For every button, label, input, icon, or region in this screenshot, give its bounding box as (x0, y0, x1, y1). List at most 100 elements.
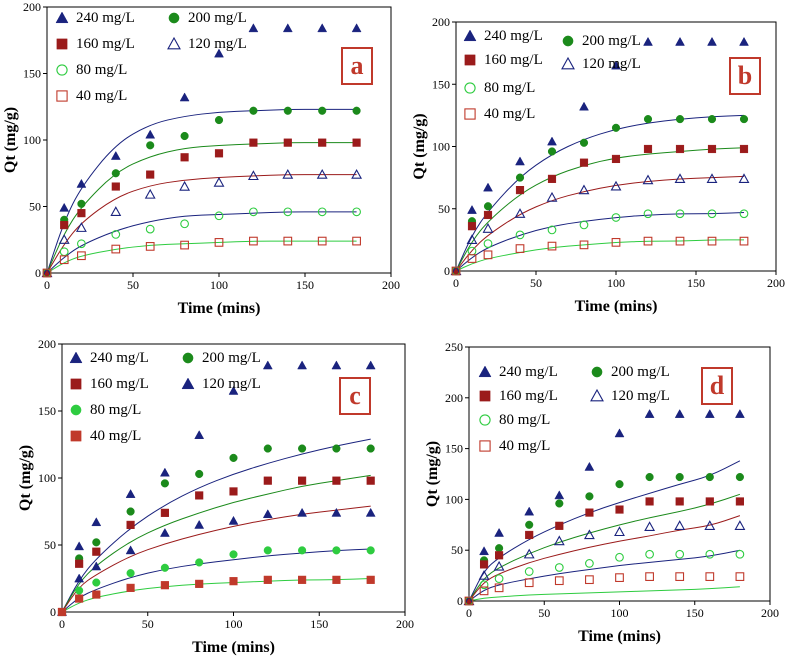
legend-marker (55, 11, 69, 24)
data-point (282, 23, 293, 33)
data-point (160, 581, 169, 590)
data-point (366, 575, 375, 584)
data-point (735, 497, 744, 506)
legend-marker (464, 82, 476, 94)
data-point (585, 492, 594, 501)
fit-curve-80-mg-L (61, 578, 371, 613)
data-point (610, 180, 622, 191)
data-point (479, 586, 489, 596)
series-40-mg-L (57, 575, 375, 617)
legend-marker (182, 352, 194, 364)
fit-curve-200-mg-L (61, 474, 371, 613)
data-point (365, 507, 376, 517)
data-point (483, 250, 493, 260)
fit-curve-240-mg-L (468, 460, 741, 602)
data-point (351, 168, 363, 179)
data-point (585, 575, 594, 585)
data-point (674, 173, 686, 184)
data-point (194, 519, 205, 529)
series-160-mg-L (464, 497, 744, 606)
legend-marker (56, 38, 68, 50)
data-point (74, 573, 85, 583)
data-point (467, 222, 477, 231)
panel-d: 0 50 100 150 200 0 50 100 150 200 250 Time (mins) Qt… (424, 340, 779, 645)
legend-label: 40 mg/L (76, 88, 127, 104)
data-point (91, 517, 102, 527)
panel-a: 0 50 100 150 200 0 50 100 150 200 Time (mins) Qt (m… (2, 0, 400, 317)
data-point (77, 251, 86, 261)
data-point (126, 569, 135, 578)
data-point (331, 507, 342, 517)
data-point (159, 527, 170, 537)
data-point (583, 529, 595, 540)
legend: 240 mg/L 200 mg/L 160 mg/L 120 mg/L 80 mg/L 4… (69, 350, 261, 444)
data-point (735, 549, 745, 559)
data-point (249, 207, 258, 217)
y-tick-label: 200 (38, 337, 56, 351)
data-point (366, 546, 375, 555)
data-point (125, 489, 136, 498)
data-point (297, 360, 308, 370)
data-point (214, 238, 224, 247)
data-point (614, 428, 625, 438)
data-point (247, 170, 259, 181)
series-120-mg-L (41, 168, 363, 278)
data-point (493, 560, 505, 571)
data-point (111, 244, 121, 254)
panel-tag-label: b (738, 61, 752, 90)
data-point (615, 573, 624, 583)
data-point (734, 520, 746, 530)
x-tick-label: 150 (296, 278, 314, 292)
data-point (332, 546, 341, 555)
data-point (283, 236, 293, 246)
data-point (704, 520, 716, 530)
data-point (110, 150, 121, 160)
data-point (467, 204, 477, 214)
y-tick-label: 150 (432, 77, 450, 91)
data-point (579, 138, 589, 147)
data-point (514, 208, 526, 218)
data-point (494, 583, 504, 593)
data-point (515, 186, 525, 195)
data-point (58, 234, 70, 244)
x-tick-label: 150 (310, 617, 328, 631)
data-point (645, 472, 654, 482)
data-point (547, 241, 557, 251)
data-point (515, 156, 525, 166)
legend-label: 160 mg/L (90, 376, 149, 392)
series-160-mg-L (42, 138, 361, 278)
data-point (523, 548, 535, 559)
x-tick-label: 200 (382, 278, 400, 292)
fit-curve-160-mg-L (455, 175, 745, 272)
data-point (75, 222, 87, 232)
data-point (524, 506, 535, 516)
legend-label: 200 mg/L (582, 33, 641, 49)
data-point (331, 360, 342, 370)
x-tick-label: 50 (538, 606, 550, 620)
fit-curve-200-mg-L (455, 147, 745, 272)
y-tick-label: 0 (457, 594, 463, 608)
data-point (59, 255, 69, 265)
data-point (707, 115, 717, 124)
data-point (77, 209, 86, 218)
data-point (317, 23, 328, 33)
data-point (366, 444, 375, 453)
data-point (214, 211, 224, 221)
legend-marker (562, 35, 574, 47)
data-point (195, 491, 204, 500)
legend-label: 40 mg/L (499, 438, 550, 454)
data-point (214, 115, 224, 125)
legend-marker (69, 351, 83, 364)
panel-c: 0 50 100 150 200 0 50 100 150 200 Time (mins) Qt (m… (17, 337, 414, 656)
data-point (555, 499, 564, 508)
series-120-mg-L (450, 173, 750, 276)
data-point (262, 509, 273, 519)
y-axis-label: Qt (mg/g) (411, 113, 428, 179)
data-point (263, 476, 272, 485)
data-point (283, 207, 293, 217)
data-point (126, 520, 135, 529)
x-axis-label: Time (mins) (192, 639, 275, 656)
data-point (707, 36, 717, 46)
x-tick-label: 200 (396, 617, 414, 631)
data-point (675, 209, 685, 219)
